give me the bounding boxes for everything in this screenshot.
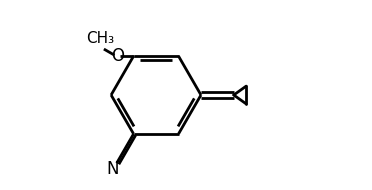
- Text: CH₃: CH₃: [86, 31, 114, 46]
- Text: N: N: [107, 160, 119, 178]
- Text: O: O: [111, 47, 124, 65]
